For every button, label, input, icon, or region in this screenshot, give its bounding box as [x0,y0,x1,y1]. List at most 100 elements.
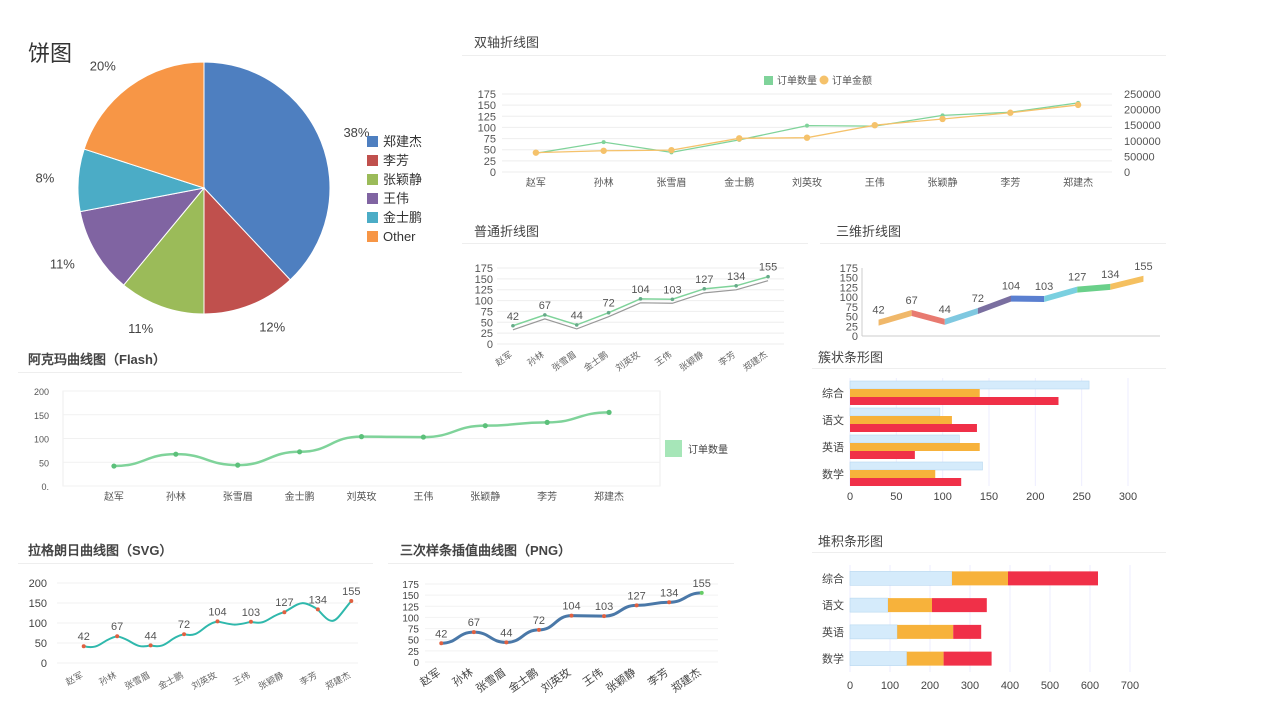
x-tick-label: 李芳 [645,665,671,689]
pie-slice [122,186,205,315]
y-tick-label: 语文 [822,413,844,427]
x-tick-label: 600 [1081,680,1099,692]
data-label: 104 [1002,281,1020,293]
data-label: 42 [872,305,884,317]
data-label: 134 [309,594,327,606]
pie-slice [203,61,331,281]
data-label: 42 [435,628,447,640]
data-point [871,122,878,129]
series-line [535,104,1079,154]
data-label: 103 [663,284,681,296]
data-label: 44 [939,304,951,316]
x-tick-label: 郑建杰 [741,349,769,374]
data-point [702,287,707,291]
y2-tick-label: 0 [1124,167,1130,179]
data-label: 155 [342,586,360,598]
y2-tick-label: 50000 [1124,151,1155,163]
line-ribbon-segment [944,308,978,325]
y-tick-label: 75 [484,134,496,146]
x-tick-label: 刘英玫 [613,349,641,374]
data-point [634,603,639,608]
data-point [358,434,365,440]
y-tick-label: 综合 [822,386,844,400]
data-point [349,599,354,603]
pie-percent-label: 11% [128,321,153,336]
data-point [543,313,547,317]
lagrange-chart-title: 拉格朗日曲线图（SVG） [28,543,173,558]
divider [388,563,734,564]
cluster-bar-chart-title: 簇状条形图 [818,350,884,365]
y-tick-label: 175 [478,89,496,101]
data-label: 67 [111,621,123,633]
y-tick-label: 50 [846,312,858,324]
divider [812,552,1166,553]
stacked-bar-chart-title: 堆积条形图 [818,534,884,549]
data-point [734,284,738,288]
x-tick-label: 郑建杰 [1063,176,1093,189]
spline-chart-title: 三次样条插值曲线图（PNG） [400,543,572,558]
y-tick-label: 50 [39,458,49,468]
data-point [805,123,809,128]
data-label: 67 [468,617,480,629]
x-tick-label: 张雪眉 [656,177,686,189]
x-tick-label: 0 [847,680,853,692]
stacked-bar-segment [932,598,987,613]
data-label: 67 [906,295,918,307]
data-point [148,643,153,648]
pie-chart-title: 饼图 [28,41,73,66]
three-d-line-chart-title: 三维折线图 [836,224,902,239]
x-tick-label: 郑建杰 [323,669,352,691]
data-point [667,600,672,605]
x-tick-label: 李芳 [716,349,737,368]
x-tick-label: 100 [933,491,951,503]
pie-percent-label: 8% [35,171,54,186]
x-tick-label: 金士鹏 [724,176,754,189]
bar [850,470,936,478]
data-point [215,619,220,624]
stacked-bar-segment [943,651,992,666]
data-label: 42 [507,311,519,323]
bar [850,443,980,451]
pie-slice [79,187,206,286]
y-tick-label: 0 [41,658,47,670]
y-tick-label: 25 [484,156,496,168]
y-tick-label: 200 [29,578,47,590]
data-point [766,274,770,279]
stacked-bar-segment [897,624,954,639]
line-ribbon-segment [1044,286,1078,302]
data-label: 104 [208,606,226,618]
x-tick-label: 张颖静 [256,669,285,691]
y-tick-label: 100 [402,613,419,624]
y-tick-label: 50 [35,638,47,650]
divider [820,243,1166,244]
x-tick-label: 孙林 [97,669,118,687]
bar [850,424,977,432]
data-point [504,640,509,645]
data-label: 103 [1035,281,1053,293]
data-point [173,451,179,457]
y-tick-label: 0 [413,658,419,669]
x-tick-label: 王伟 [580,666,605,689]
data-label: 155 [759,262,777,274]
x-tick-label: 赵军 [493,349,514,368]
y-tick-label: 75 [481,306,493,318]
y-tick-label: 100 [478,122,496,134]
bar [850,389,980,397]
x-tick-label: 张颖静 [470,490,500,503]
x-tick-label: 50 [890,491,902,503]
data-label: 72 [972,293,984,305]
data-point [536,627,541,632]
bar [849,434,960,444]
x-tick-label: 孙林 [166,490,186,503]
y-tick-label: 25 [846,321,858,333]
bar [850,478,962,486]
x-tick-label: 150 [980,491,998,503]
x-tick-label: 张颖静 [677,349,705,374]
y-tick-label: 50 [481,317,493,329]
x-tick-label: 孙林 [450,665,476,689]
y-tick-label: 200 [34,387,49,397]
bar [850,451,915,459]
legend-label: 李芳 [383,153,409,168]
x-tick-label: 张颖静 [603,665,638,695]
data-point [482,423,488,429]
